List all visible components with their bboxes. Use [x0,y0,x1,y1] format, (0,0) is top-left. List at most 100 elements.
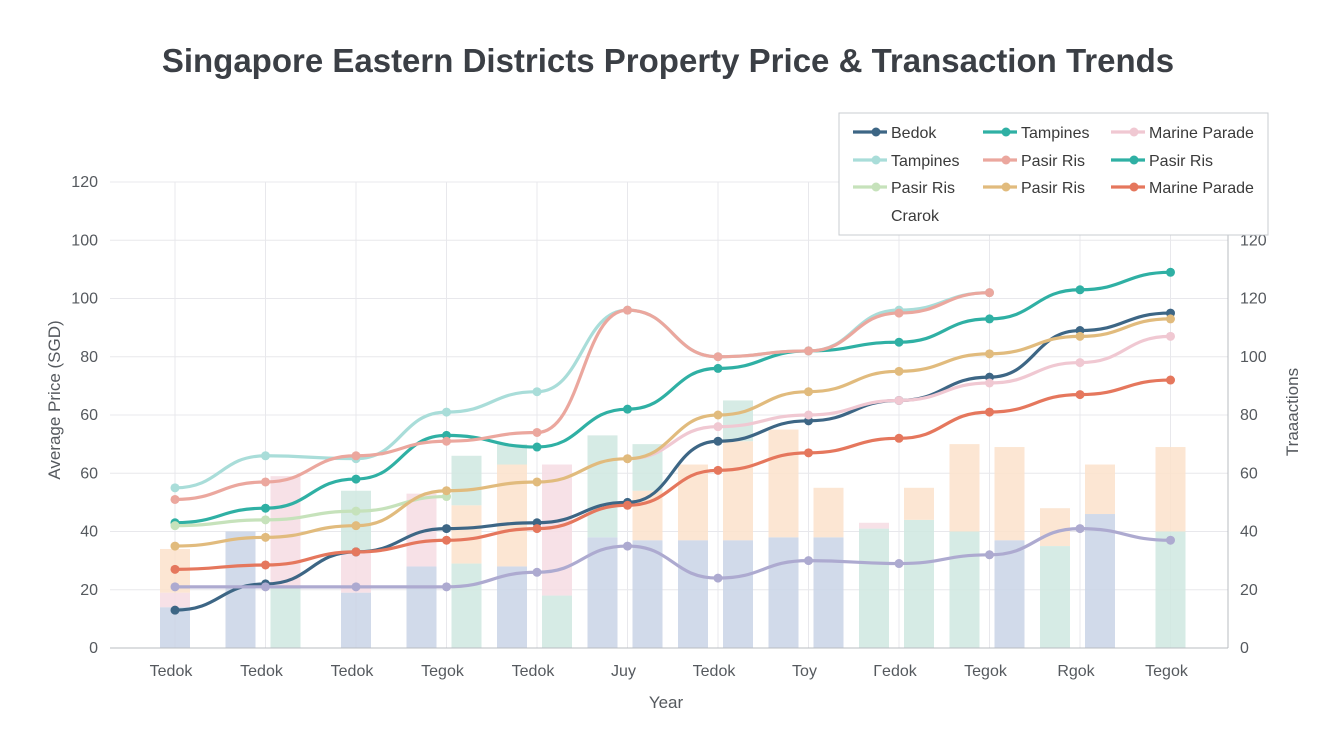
data-point [623,541,632,551]
data-point [1166,535,1175,545]
transaction-bar-segment [497,566,527,648]
x-tick-label: Tedok [693,663,737,680]
transaction-bar-segment [904,487,934,520]
legend: Bedok Tampines Marine Parade Tampines Pasir … [838,112,1269,236]
transaction-bar-segment [632,540,663,648]
data-point [713,352,723,362]
data-point [170,582,180,592]
x-tick-label: Tedok [150,663,194,680]
transaction-bar-segment [497,464,527,567]
data-point [623,404,632,414]
data-point [170,483,180,493]
data-point [170,494,180,504]
transaction-bar-segment [1085,514,1115,648]
chart-title: Singapore Eastern Districts Property Pri… [162,42,1174,79]
data-point [532,387,542,397]
y-tick-label: 40 [80,524,98,541]
y-axis-label: Average Price (SGD) [45,320,64,479]
y2-tick-label: 120 [1240,291,1267,308]
data-point [623,305,632,315]
transaction-bar-segment [542,595,572,648]
x-tick-label: Tedok [512,663,556,680]
legend-marker [1129,155,1139,165]
legend-marker [1001,127,1011,137]
transaction-bar-segment [904,519,934,648]
transaction-bar-segment [160,592,190,608]
transaction-bar-segment [723,540,753,648]
y2-tick-label: 40 [1240,524,1258,541]
data-point [804,448,813,458]
y-tick-label: 60 [80,465,98,482]
data-point [1075,358,1085,368]
data-point [351,547,361,557]
data-point [351,521,361,531]
legend-label: Marine Parade [1149,125,1254,142]
data-point [894,308,904,318]
data-point [1075,390,1085,400]
transaction-bar-segment [542,464,572,596]
legend-marker [1001,182,1011,192]
data-point [1166,314,1175,324]
transaction-bar-segment [270,476,301,587]
y-tick-label: 100 [71,232,98,249]
data-point [804,346,813,356]
y-tick-label: 120 [71,174,98,191]
legend-marker [871,127,881,137]
legend-marker [871,155,881,165]
data-point [351,451,361,461]
data-point [261,560,270,570]
data-point [713,465,723,475]
transaction-bar-segment [587,435,618,538]
data-point [170,564,180,574]
data-point [985,550,994,560]
data-point [985,349,994,359]
transaction-bar-segment [994,540,1025,648]
transaction-bar-segment [678,464,708,541]
transaction-bar-segment [270,586,301,648]
data-point [532,477,542,487]
legend-label: Marine Parade [1149,180,1254,197]
y-tick-label: 100 [71,291,98,308]
x-tick-label: Tedok [331,663,375,680]
y2-tick-label: 100 [1240,349,1267,366]
legend-box [838,112,1269,236]
data-point [170,521,180,531]
data-point [623,500,632,510]
data-point [442,524,451,534]
x-tick-label: Juy [611,663,636,680]
x-tick-label: Toy [792,663,817,680]
series-line-tampines [173,270,1173,525]
data-point [351,582,361,592]
data-point [442,582,451,592]
legend-label: Tampines [1021,125,1089,142]
y2-axis-label: Traaactions [1283,368,1302,456]
price-lines [170,267,1175,615]
data-point [261,532,270,542]
transaction-bar-segment [451,505,482,564]
transaction-bar-segment [678,540,708,648]
data-point [1166,375,1175,385]
data-point [532,567,542,577]
x-tick-label: Tegok [1145,663,1189,680]
data-point [532,524,542,534]
axes: 0 20 40 60 60 80 100 100 120 0 20 40 60 80 100 120 120 Te… [71,174,1267,680]
data-point [623,454,632,464]
data-point [985,407,994,417]
transaction-bars [160,400,1186,648]
legend-label: Tampines [891,153,959,170]
transaction-bar-segment [1040,546,1070,648]
legend-label: Pasir Ris [1021,153,1085,170]
y2-tick-label: 60 [1240,465,1258,482]
data-point [985,314,994,324]
x-tick-label: Tegok [421,663,465,680]
data-point [442,486,451,496]
x-tick-label: Γedok [873,663,918,680]
x-tick-label: Tegok [964,663,1008,680]
data-point [894,395,904,405]
legend-marker [1129,127,1139,137]
data-point [261,477,270,487]
data-point [261,451,270,461]
transaction-bar-segment [994,447,1025,541]
legend-marker [1001,155,1011,165]
